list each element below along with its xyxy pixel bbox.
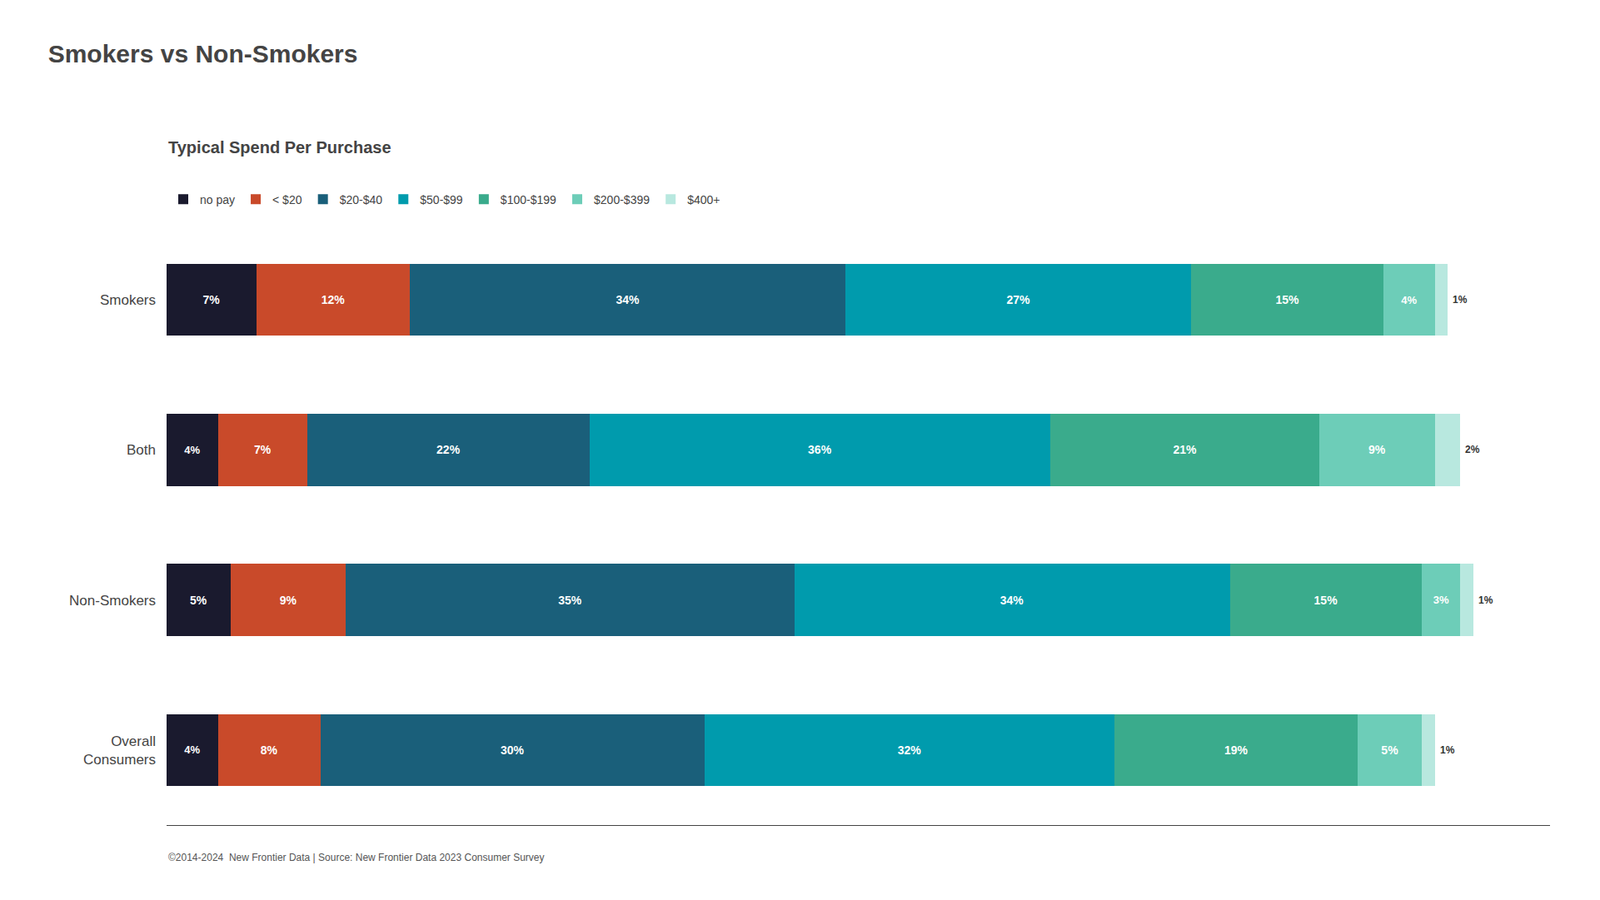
svg-text:32%: 32%: [897, 743, 923, 758]
svg-text:30%: 30%: [500, 743, 525, 758]
svg-text:35%: 35%: [558, 593, 583, 608]
svg-text:2%: 2%: [1465, 443, 1481, 456]
svg-text:15%: 15%: [1275, 293, 1300, 307]
svg-text:9%: 9%: [1368, 443, 1386, 457]
svg-text:21%: 21%: [1172, 443, 1197, 457]
svg-text:Smokers: Smokers: [99, 292, 156, 309]
svg-text:$100-$199: $100-$199: [500, 193, 557, 207]
svg-text:12%: 12%: [321, 293, 346, 307]
svg-text:5%: 5%: [1380, 743, 1399, 758]
svg-text:15%: 15%: [1314, 593, 1339, 608]
svg-text:34%: 34%: [1000, 593, 1025, 608]
svg-text:8%: 8%: [260, 743, 279, 758]
svg-text:Both: Both: [126, 442, 156, 459]
svg-text:9%: 9%: [279, 593, 298, 608]
svg-text:no pay: no pay: [199, 193, 235, 207]
svg-text:7%: 7%: [202, 293, 220, 307]
svg-text:27%: 27%: [1006, 293, 1031, 307]
svg-text:7%: 7%: [254, 443, 272, 457]
svg-text:4%: 4%: [184, 443, 200, 457]
svg-text:36%: 36%: [807, 443, 833, 457]
svg-text:34%: 34%: [615, 293, 640, 307]
svg-text:19%: 19%: [1224, 743, 1249, 758]
svg-text:4%: 4%: [1400, 294, 1417, 307]
svg-text:$200-$399: $200-$399: [593, 193, 650, 207]
svg-text:1%: 1%: [1440, 744, 1456, 757]
svg-text:Smokers vs Non-Smokers: Smokers vs Non-Smokers: [48, 39, 359, 68]
svg-text:Non-Smokers: Non-Smokers: [69, 593, 156, 609]
svg-text:3%: 3%: [1433, 593, 1450, 607]
svg-text:©2014-2024 New Frontier Data: ©2014-2024 New Frontier Data | Source: N…: [168, 852, 545, 864]
svg-text:5%: 5%: [189, 593, 208, 608]
svg-text:$20-$40: $20-$40: [339, 193, 384, 207]
svg-text:$50-$99: $50-$99: [419, 193, 464, 207]
svg-text:22%: 22%: [436, 443, 461, 457]
svg-text:OverallConsumers: OverallConsumers: [83, 733, 156, 768]
svg-text:4%: 4%: [184, 743, 200, 757]
svg-text:Typical Spend Per Purchase: Typical Spend Per Purchase: [168, 138, 392, 157]
svg-text:1%: 1%: [1478, 594, 1494, 607]
svg-text:< $20: < $20: [272, 193, 303, 207]
svg-text:1%: 1%: [1452, 294, 1468, 306]
svg-text:$400+: $400+: [687, 193, 720, 207]
